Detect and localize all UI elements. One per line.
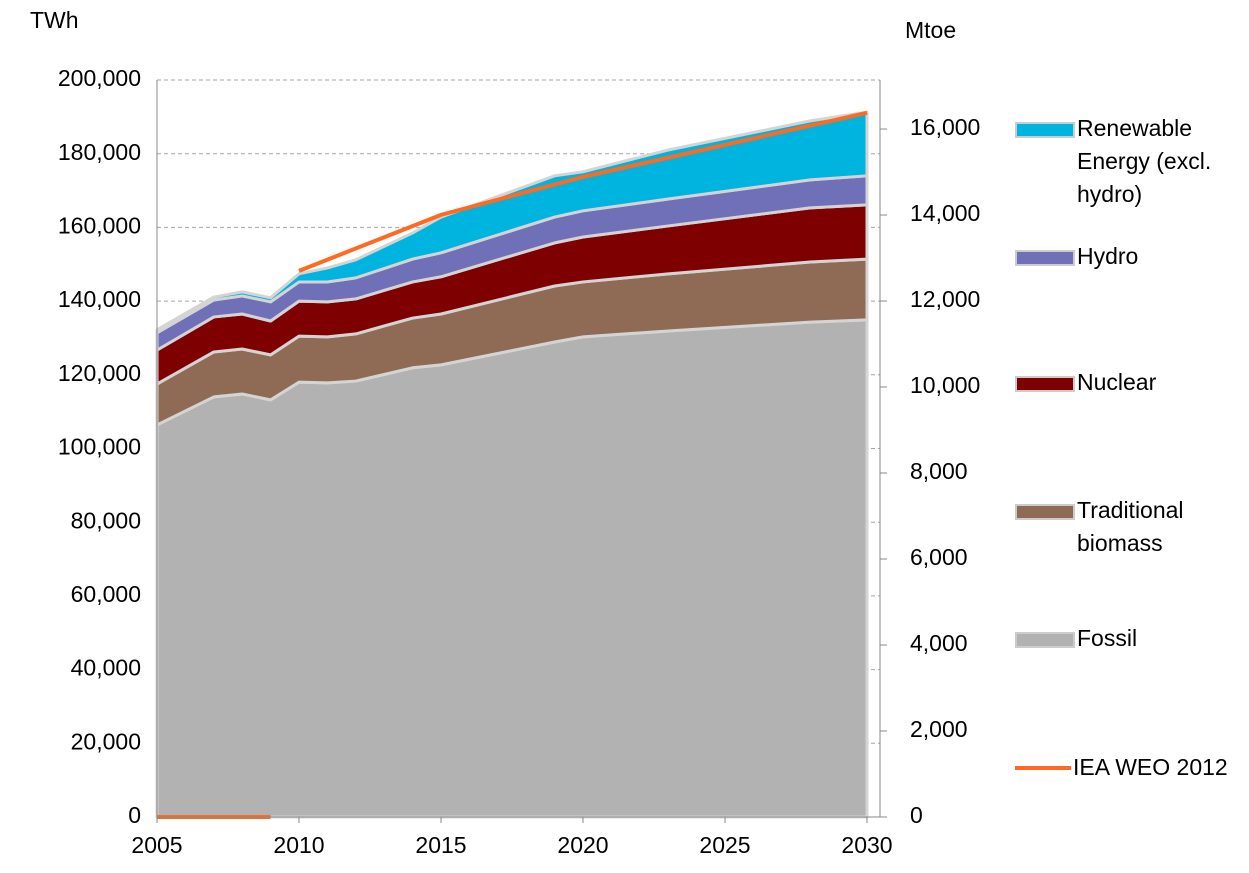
legend-swatch [1015, 250, 1075, 266]
y-tick-label: 0 [128, 802, 141, 828]
legend-label: Renewable Energy (excl. hydro) [1077, 115, 1212, 207]
y2-axis-title: Mtoe [905, 17, 956, 43]
legend-item: Traditional biomass [1015, 494, 1249, 560]
x-tick-label: 2025 [699, 832, 750, 858]
y-tick-label: 140,000 [58, 286, 141, 312]
y-tick-label: 100,000 [58, 434, 141, 460]
y2-tick-label: 14,000 [910, 200, 980, 226]
y2-tick-label: 12,000 [910, 286, 980, 312]
y-tick-label: 200,000 [58, 65, 141, 91]
legend-swatch [1015, 504, 1075, 520]
legend-item: Hydro [1015, 240, 1249, 273]
legend-swatch [1015, 122, 1075, 138]
x-tick-label: 2005 [131, 832, 182, 858]
area [155, 110, 869, 335]
y-tick-label: 60,000 [71, 581, 141, 607]
y-axis-title: TWh [30, 7, 79, 33]
legend-label: IEA WEO 2012 [1073, 754, 1228, 780]
legend-item: Nuclear [1015, 366, 1249, 399]
x-tick-label: 2020 [557, 832, 608, 858]
legend-swatch [1015, 766, 1071, 770]
x-tick-label: 2010 [273, 832, 324, 858]
y-tick-label: 180,000 [58, 139, 141, 165]
legend-label: Traditional biomass [1077, 497, 1184, 556]
y2-tick-label: 4,000 [910, 630, 968, 656]
legend-label: Hydro [1077, 243, 1139, 269]
y2-tick-label: 0 [910, 802, 923, 828]
y-tick-label: 20,000 [71, 728, 141, 754]
x-tick-label: 2015 [415, 832, 466, 858]
y2-tick-label: 6,000 [910, 544, 968, 570]
y2-tick-label: 8,000 [910, 458, 968, 484]
legend-label: Fossil [1077, 625, 1138, 651]
y2-tick-label: 2,000 [910, 716, 968, 742]
legend-swatch [1015, 632, 1075, 648]
legend-item: Fossil [1015, 622, 1249, 655]
legend-swatch [1015, 376, 1075, 392]
y2-tick-label: 16,000 [910, 114, 980, 140]
y-tick-label: 160,000 [58, 212, 141, 238]
y2-tick-label: 10,000 [910, 372, 980, 398]
y-tick-label: 40,000 [71, 655, 141, 681]
x-tick-label: 2030 [841, 832, 892, 858]
legend-item: Renewable Energy (excl. hydro) [1015, 112, 1249, 211]
legend-item: IEA WEO 2012 [1015, 751, 1248, 784]
y-tick-label: 120,000 [58, 360, 141, 386]
legend-label: Nuclear [1077, 369, 1157, 395]
y-tick-label: 80,000 [71, 507, 141, 533]
